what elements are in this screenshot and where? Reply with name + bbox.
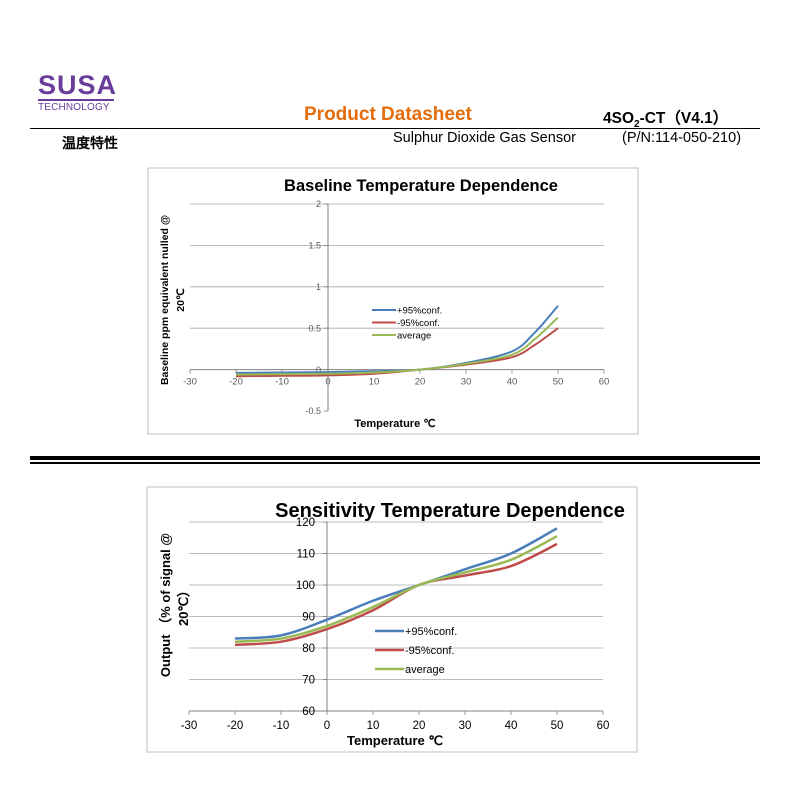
product-subtitle: Sulphur Dioxide Gas Sensor	[393, 130, 576, 146]
chart1-gridlines	[190, 203, 604, 329]
c1-y-tick-label: 2	[316, 199, 321, 209]
section-divider-thin	[30, 462, 760, 464]
c2-y-tick-label: 100	[296, 580, 315, 592]
c1-x-tick-label: 40	[507, 377, 518, 388]
c2-legend-entry-2: -95%conf.	[405, 645, 455, 657]
c1-y-tick-label: 0	[316, 365, 321, 375]
chart2-frame	[146, 486, 638, 753]
document-title: Product Datasheet	[304, 104, 472, 125]
c2-y-tick-label: 110	[297, 549, 315, 561]
c2-x-tick-label: 10	[367, 720, 380, 732]
c2-series-line-3	[234, 535, 558, 643]
chart2-axes	[188, 521, 604, 715]
c1-legend-entry-2: -95%conf.	[397, 318, 440, 329]
c1-x-tick-label: 20	[415, 377, 426, 388]
c1-x-tick-label: -10	[275, 377, 289, 388]
c2-x-tick-label: 20	[413, 720, 426, 732]
brand-logo-text: SUSA	[38, 70, 118, 100]
c2-x-tick-label: 0	[324, 720, 330, 732]
chart2-gridlines	[189, 521, 603, 680]
model-suffix: -CT（V4.1）	[639, 110, 729, 127]
c1-x-tick-label: -20	[229, 377, 243, 388]
part-number: (P/N:114-050-210)	[622, 130, 742, 146]
c1-x-tick-label: 10	[369, 377, 380, 388]
c1-legend-entry-1: +95%conf.	[397, 305, 442, 316]
section-divider-thick	[30, 456, 760, 460]
chart2-y-axis-label-line1: Output （% of signal @	[158, 533, 173, 677]
c2-x-tick-label: 30	[459, 720, 472, 732]
chart2-series	[234, 527, 558, 647]
section-title: 温度特性	[62, 136, 118, 152]
chart1-y-axis-label-line2: 20℃	[175, 288, 187, 312]
chart1-x-tick-labels: -30 -20 -10 0 10 20 30 40 50 60	[183, 377, 609, 388]
c2-x-tick-label: -10	[273, 720, 290, 732]
chart2-y-axis-label: Output （% of signal @ 20℃）	[158, 533, 191, 677]
c2-x-tick-label: -20	[227, 720, 244, 732]
c2-y-tick-label: 60	[302, 706, 315, 718]
c1-x-tick-label: -30	[183, 377, 197, 388]
chart2-x-tick-labels: -30 -20 -10 0 10 20 30 40 50 60	[181, 720, 610, 732]
chart1-y-axis-label-line1: Baseline ppm equivalent nulled @	[159, 215, 171, 385]
header-rule	[30, 128, 760, 129]
c2-x-tick-label: 60	[597, 720, 610, 732]
c1-series-line-3	[235, 316, 559, 376]
model-number: 4SO2-CT（V4.1）	[603, 106, 728, 130]
chart2-y-tick-labels: 60 70 80 90 100 110 120	[296, 517, 315, 718]
c1-x-tick-label: 50	[553, 377, 564, 388]
chart1-x-axis-label: Temperature ℃	[354, 418, 435, 430]
chart1-y-tick-labels: -0.5 0 0.5 1 1.5 2	[305, 199, 321, 416]
sensitivity-chart: Sensitivity Temperature Dependence 60 70 8…	[146, 486, 638, 753]
c2-series-line-1	[234, 527, 558, 640]
c2-x-tick-label: 50	[551, 720, 564, 732]
chart1-axes	[189, 203, 605, 412]
c1-y-tick-label: 0.5	[308, 323, 321, 333]
c2-y-tick-label: 120	[296, 517, 315, 529]
chart2-legend: +95%conf. -95%conf. average	[375, 626, 457, 676]
chart1-title: Baseline Temperature Dependence	[284, 177, 558, 195]
model-prefix: 4SO	[603, 110, 635, 127]
c1-y-tick-label: -0.5	[305, 406, 321, 416]
c2-legend-entry-1: +95%conf.	[405, 626, 457, 638]
chart2-x-axis-label: Temperature ℃	[347, 733, 443, 748]
c1-legend-entry-3: average	[397, 330, 431, 341]
chart1-frame	[147, 167, 639, 435]
c2-x-tick-label: 40	[505, 720, 518, 732]
chart1-series	[235, 305, 559, 378]
brand-logo-subtext: TECHNOLOGY	[38, 99, 114, 113]
c1-y-tick-label: 1	[316, 282, 321, 292]
baseline-chart: Baseline Temperature Dependence -0.5 0 0.5…	[147, 167, 639, 435]
c2-legend-entry-3: average	[405, 664, 445, 676]
c2-y-tick-label: 90	[302, 612, 315, 624]
chart1-legend: +95%conf. -95%conf.average	[372, 305, 442, 341]
model-subscript: 2	[634, 119, 640, 131]
c1-y-tick-label: 1.5	[308, 241, 321, 251]
c2-y-tick-label: 80	[302, 643, 315, 655]
c1-x-tick-label: 0	[325, 377, 330, 388]
c2-x-tick-label: -30	[181, 720, 198, 732]
c2-y-tick-label: 70	[302, 675, 315, 687]
chart2-title: Sensitivity Temperature Dependence	[275, 500, 625, 522]
chart1-y-axis-label: Baseline ppm equivalent nulled @ 20℃	[159, 215, 187, 385]
c1-x-tick-label: 60	[599, 377, 610, 388]
chart2-y-axis-label-line2: 20℃）	[176, 584, 191, 626]
c1-x-tick-label: 30	[461, 377, 472, 388]
